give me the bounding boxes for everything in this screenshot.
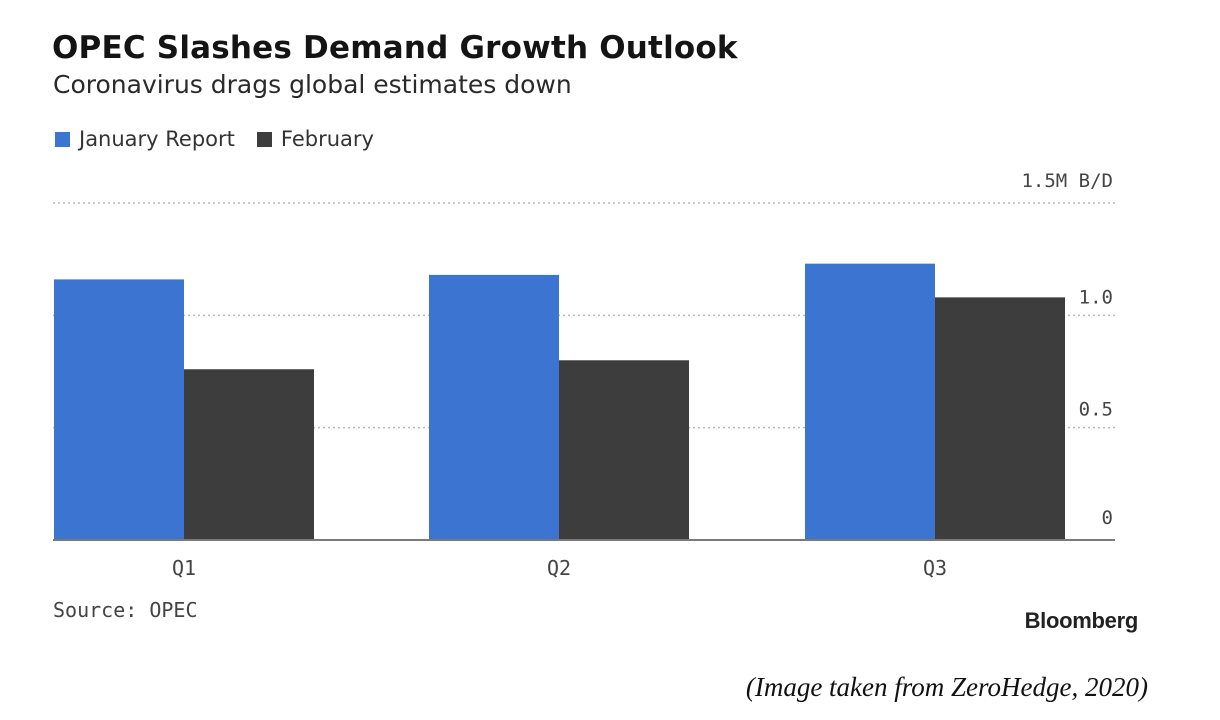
- bloomberg-logo: Bloomberg: [1024, 608, 1139, 633]
- bar-february-q1: [184, 369, 314, 540]
- source-note: Source: OPEC: [53, 598, 198, 622]
- x-tick-label: Q1: [172, 556, 196, 580]
- bar-february-q3: [935, 297, 1065, 540]
- image-credit: (Image taken from ZeroHedge, 2020): [745, 672, 1148, 702]
- legend-item-january: January Report: [55, 127, 235, 151]
- chart-title: OPEC Slashes Demand Growth Outlook: [52, 30, 738, 66]
- x-tick-label: Q3: [923, 556, 947, 580]
- legend-item-february: February: [256, 127, 374, 151]
- chart-subtitle: Coronavirus drags global estimates down: [53, 70, 572, 99]
- bar-january-q1: [54, 279, 184, 540]
- bar-february-q2: [559, 360, 689, 540]
- y-tick-label: 0.5: [1079, 399, 1113, 421]
- chart-legend: January Report February: [55, 127, 396, 151]
- legend-swatch-february: [256, 131, 272, 147]
- bar-january-q3: [805, 263, 935, 540]
- y-tick-label: 0: [1102, 507, 1113, 529]
- bar-january-q2: [429, 274, 559, 540]
- legend-label-january: January Report: [79, 127, 235, 151]
- x-tick-label: Q2: [547, 556, 571, 580]
- legend-swatch-january: [55, 131, 70, 147]
- legend-label-february: February: [280, 127, 374, 151]
- y-tick-label: 1.5M B/D: [1021, 170, 1113, 192]
- y-tick-label: 1.0: [1079, 286, 1113, 308]
